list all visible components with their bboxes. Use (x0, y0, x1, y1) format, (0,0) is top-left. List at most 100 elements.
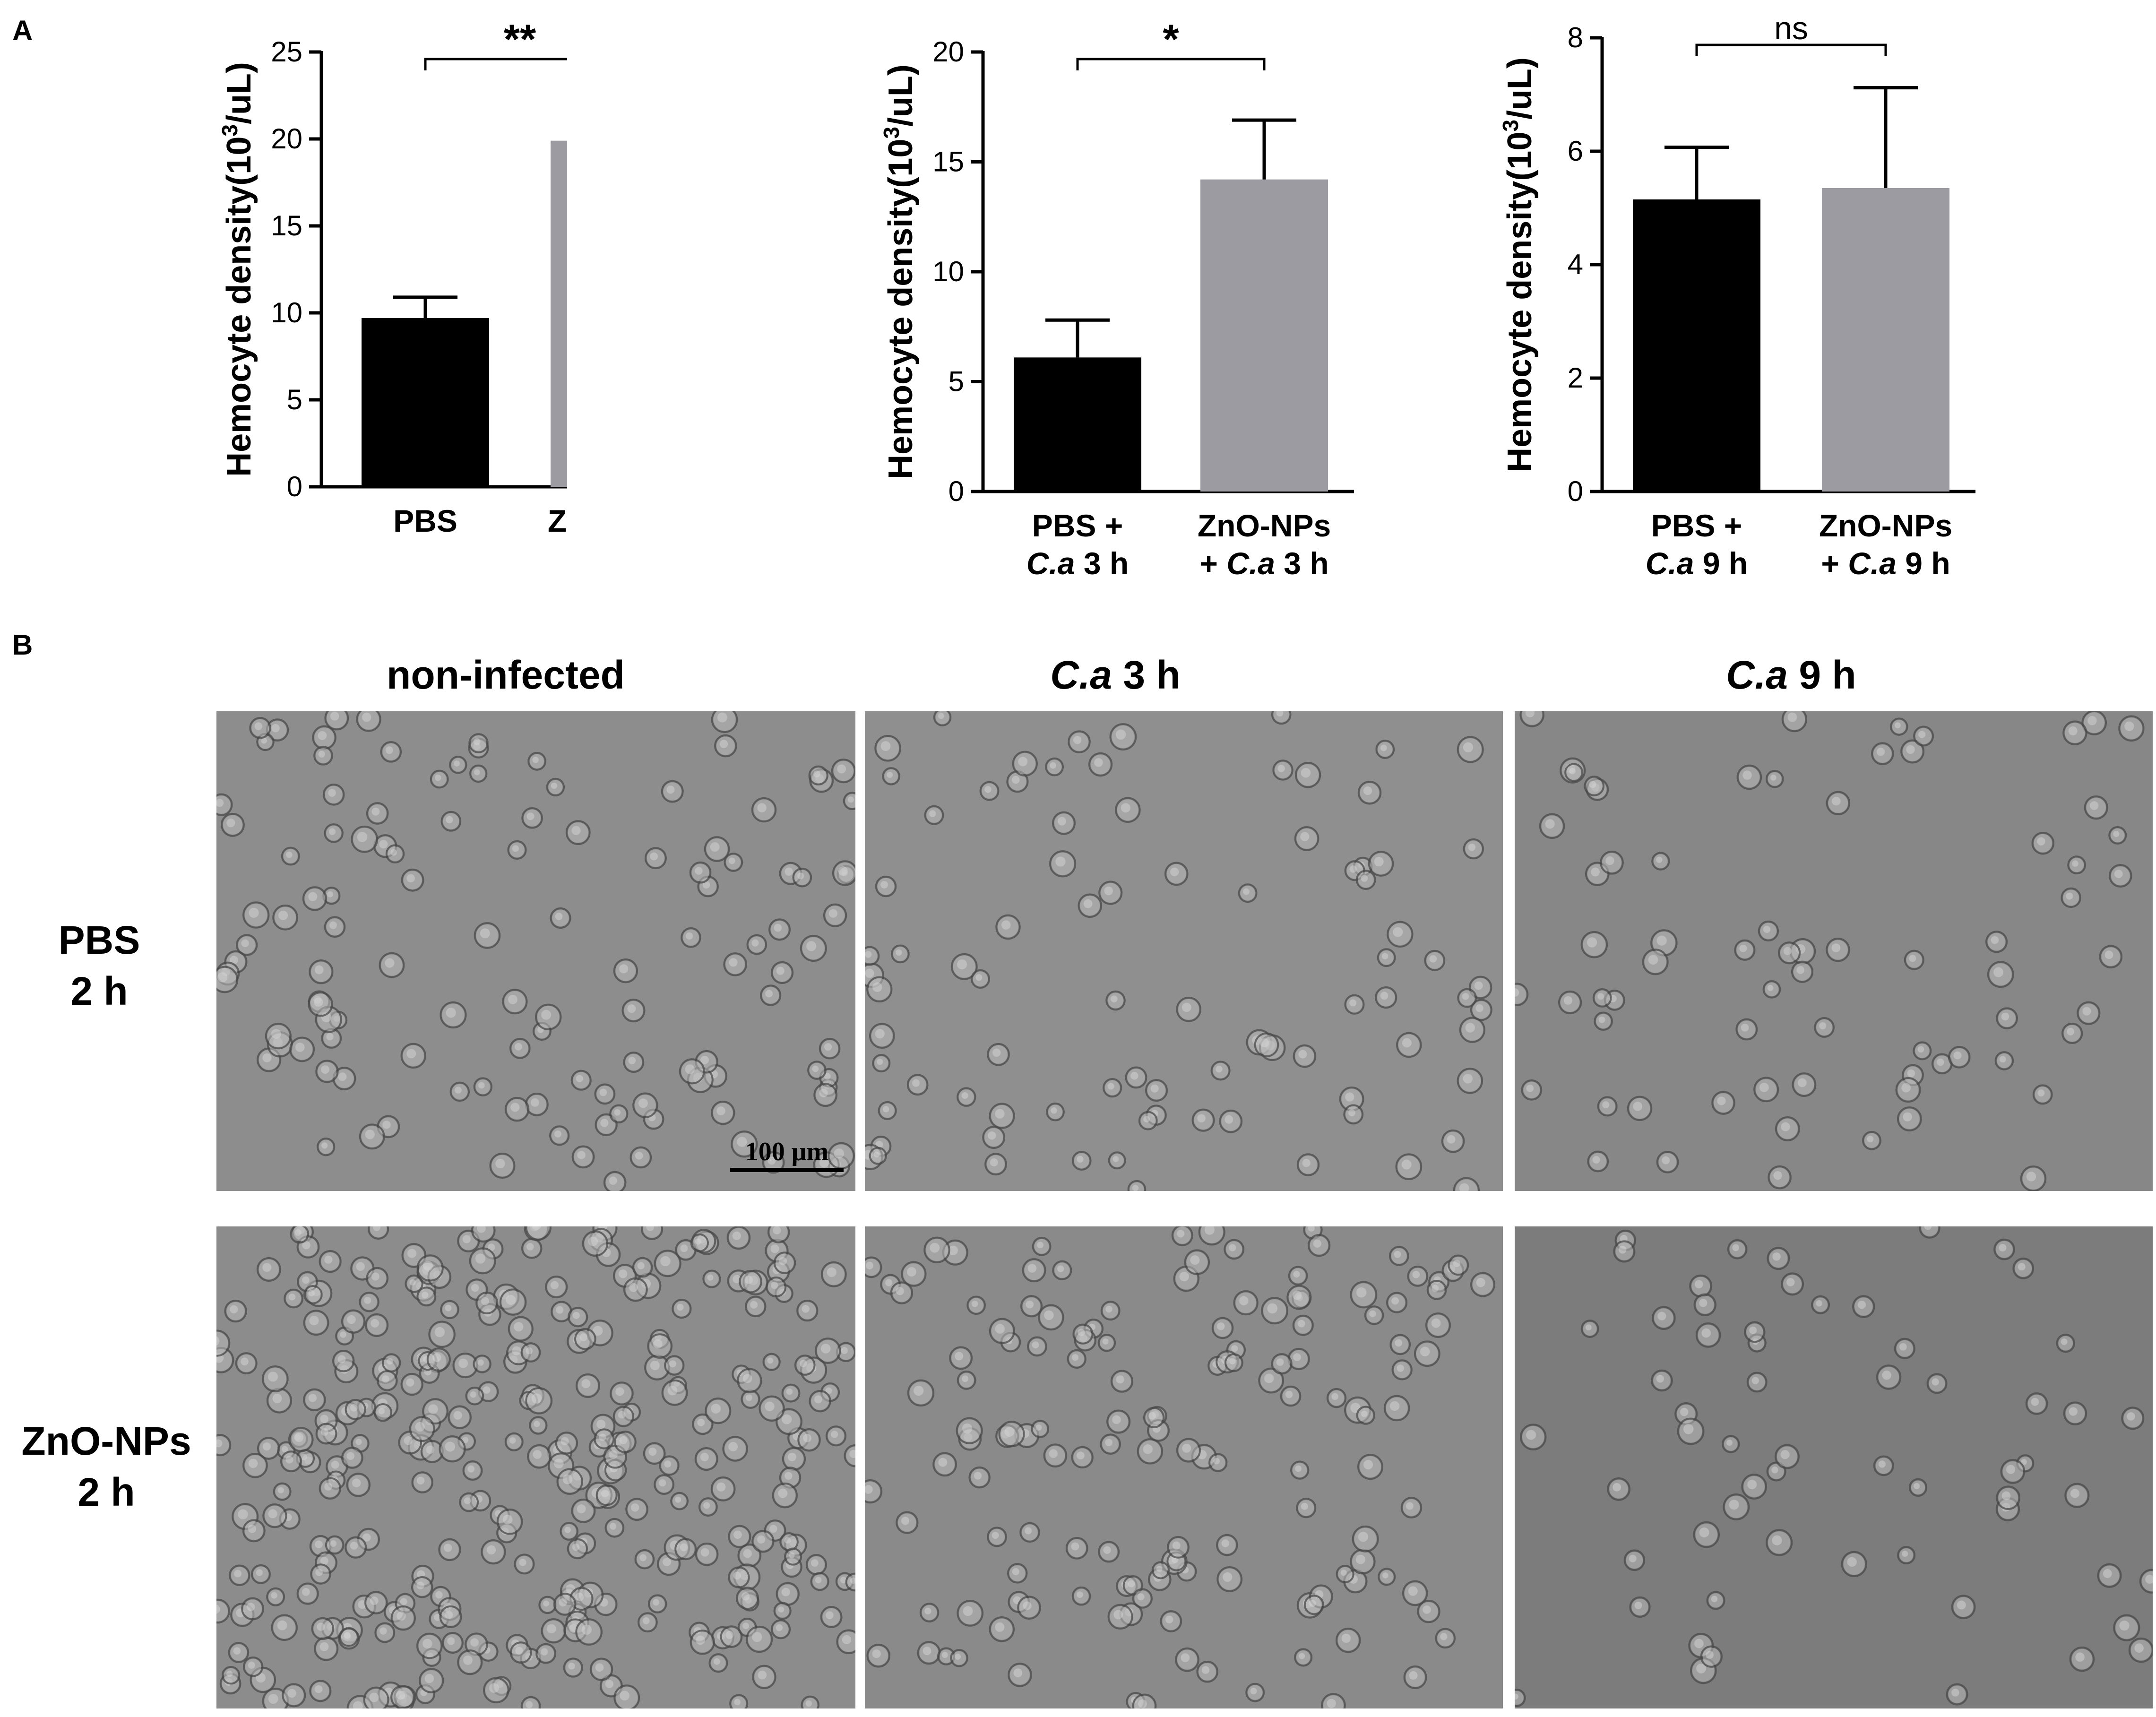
cell (483, 1677, 509, 1704)
cell (1753, 1077, 1779, 1103)
cell (708, 1653, 728, 1673)
cell (563, 1657, 583, 1678)
cell (1871, 742, 1894, 765)
cell (1137, 1438, 1164, 1465)
cell (509, 1037, 531, 1059)
cell (612, 1406, 634, 1427)
cell (324, 823, 344, 843)
cell (672, 1298, 692, 1319)
cell (242, 1519, 266, 1543)
cell (1176, 1438, 1201, 1463)
x-category-label-0-line-1: C.a 9 h (1646, 546, 1748, 581)
row-title-zno-line1: ZnO-NPs (21, 1419, 191, 1463)
cell (1100, 1433, 1121, 1455)
cell (1127, 1180, 1147, 1191)
y-tick-label-1: 5 (949, 366, 964, 397)
cell (216, 966, 239, 993)
cell (1396, 1032, 1422, 1058)
cell (266, 1388, 293, 1414)
cell (325, 1535, 345, 1555)
x-category-label-1-line-1: + C.a 9 h (1821, 546, 1950, 581)
cell (1046, 1102, 1065, 1122)
cell (1280, 1385, 1302, 1407)
cell (729, 1694, 749, 1708)
cell (380, 741, 402, 763)
y-axis-label: Hemocyte density(103/uL) (1498, 57, 1539, 472)
cell (1587, 1150, 1609, 1173)
cell (1417, 1600, 1440, 1623)
cell (772, 1482, 798, 1509)
cell (341, 1309, 366, 1334)
cell (661, 780, 684, 803)
cell (998, 1421, 1025, 1448)
cell (1368, 851, 1394, 877)
cell (1426, 1280, 1447, 1300)
cell (280, 1450, 302, 1473)
cell (831, 759, 855, 784)
cell (1067, 1349, 1087, 1369)
cell (832, 860, 855, 886)
cell (776, 1582, 800, 1606)
cell (604, 1518, 625, 1538)
cell (1987, 961, 2014, 988)
cell (1138, 1111, 1158, 1130)
cell (1584, 776, 1605, 796)
bar-0 (1633, 199, 1760, 492)
cell (1052, 811, 1076, 835)
cell (1441, 1129, 1465, 1153)
cell (1852, 1295, 1875, 1318)
cell (570, 1070, 592, 1091)
cell (1288, 1266, 1308, 1286)
scale-bar: 100 μm (728, 1137, 846, 1172)
cell (220, 812, 245, 837)
bar-1 (551, 140, 567, 487)
cell (745, 1625, 773, 1653)
cell (1656, 1151, 1679, 1173)
cell (751, 1530, 775, 1553)
cell (1350, 1548, 1376, 1575)
cell (1695, 1322, 1721, 1348)
cell (319, 1477, 341, 1500)
cell (1388, 1246, 1409, 1266)
cell (1521, 1079, 1543, 1101)
scale-bar-label: 100 μm (745, 1137, 829, 1166)
cell (324, 916, 346, 938)
cell (1115, 797, 1141, 823)
cell (2062, 720, 2087, 745)
x-category-label-1-line-0: ZnO-NPs (548, 503, 567, 538)
cell (1762, 980, 1781, 999)
cell (405, 1274, 423, 1293)
cell (1164, 862, 1189, 886)
cell (866, 976, 893, 1002)
cell (520, 1696, 541, 1708)
cell (309, 959, 334, 984)
cell (1233, 1290, 1259, 1316)
cell (351, 1434, 370, 1453)
micrograph-cells (216, 711, 855, 1191)
cell (1651, 1369, 1673, 1392)
cell (689, 861, 712, 884)
cell (311, 1617, 334, 1640)
cell (366, 1267, 389, 1290)
cell (702, 1269, 721, 1288)
y-tick-label-2: 4 (1568, 249, 1583, 280)
cell (621, 999, 646, 1023)
cell (1457, 1068, 1483, 1094)
cell (1210, 1061, 1231, 1081)
y-axis-label: Hemocyte density(103/uL) (879, 64, 920, 479)
significance-bracket (1076, 58, 1266, 70)
cell (469, 1247, 496, 1275)
cell (1292, 1314, 1314, 1336)
cell (1071, 1586, 1091, 1606)
cell (659, 1455, 680, 1476)
cell (1736, 764, 1762, 790)
cell (695, 1050, 718, 1074)
cell (1294, 1648, 1313, 1667)
cell (1196, 1660, 1218, 1683)
cell (1216, 1566, 1243, 1592)
cell (865, 1256, 882, 1278)
cell (567, 1307, 588, 1328)
cell (1106, 1409, 1131, 1434)
cell (1402, 1580, 1428, 1606)
cell (341, 1447, 363, 1469)
